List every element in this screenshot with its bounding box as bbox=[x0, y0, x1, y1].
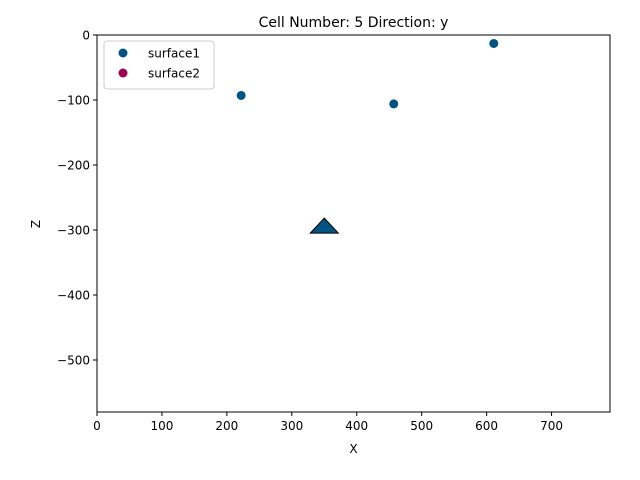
y-tick-label: −300 bbox=[57, 224, 90, 238]
y-tick-label: 0 bbox=[82, 29, 90, 43]
y-tick-label: −100 bbox=[57, 94, 90, 108]
x-tick-label: 500 bbox=[410, 419, 433, 433]
x-tick-label: 0 bbox=[93, 419, 101, 433]
orientation-marker bbox=[309, 217, 340, 234]
x-axis-label: X bbox=[349, 442, 357, 456]
x-tick-label: 300 bbox=[280, 419, 303, 433]
legend-label-surface1: surface1 bbox=[148, 47, 200, 61]
legend-marker-surface1 bbox=[118, 48, 128, 58]
plot-frame bbox=[96, 34, 611, 413]
x-tick-label: 200 bbox=[215, 419, 238, 433]
y-tick-label: −400 bbox=[57, 289, 90, 303]
x-tick-label: 400 bbox=[345, 419, 368, 433]
data-point-surface1 bbox=[389, 99, 399, 109]
legend: surface1 surface2 bbox=[103, 40, 215, 90]
data-marks bbox=[236, 38, 499, 234]
x-tick-label: 100 bbox=[150, 419, 173, 433]
legend-marker-surface2 bbox=[118, 68, 128, 78]
data-point-surface1 bbox=[489, 38, 499, 48]
y-axis-label: Z bbox=[29, 220, 43, 228]
y-tick-label: −200 bbox=[57, 159, 90, 173]
legend-label-surface2: surface2 bbox=[148, 67, 200, 81]
data-point-surface1 bbox=[236, 90, 246, 100]
axes: 0 100 200 300 400 500 600 700 0 −100 −200 −300 −400 −… bbox=[57, 29, 611, 433]
y-tick-label: −500 bbox=[57, 354, 90, 368]
chart-title: Cell Number: 5 Direction: y bbox=[259, 15, 449, 31]
x-tick-label: 600 bbox=[475, 419, 498, 433]
legend-box bbox=[103, 40, 215, 90]
x-tick-label: 700 bbox=[540, 419, 563, 433]
